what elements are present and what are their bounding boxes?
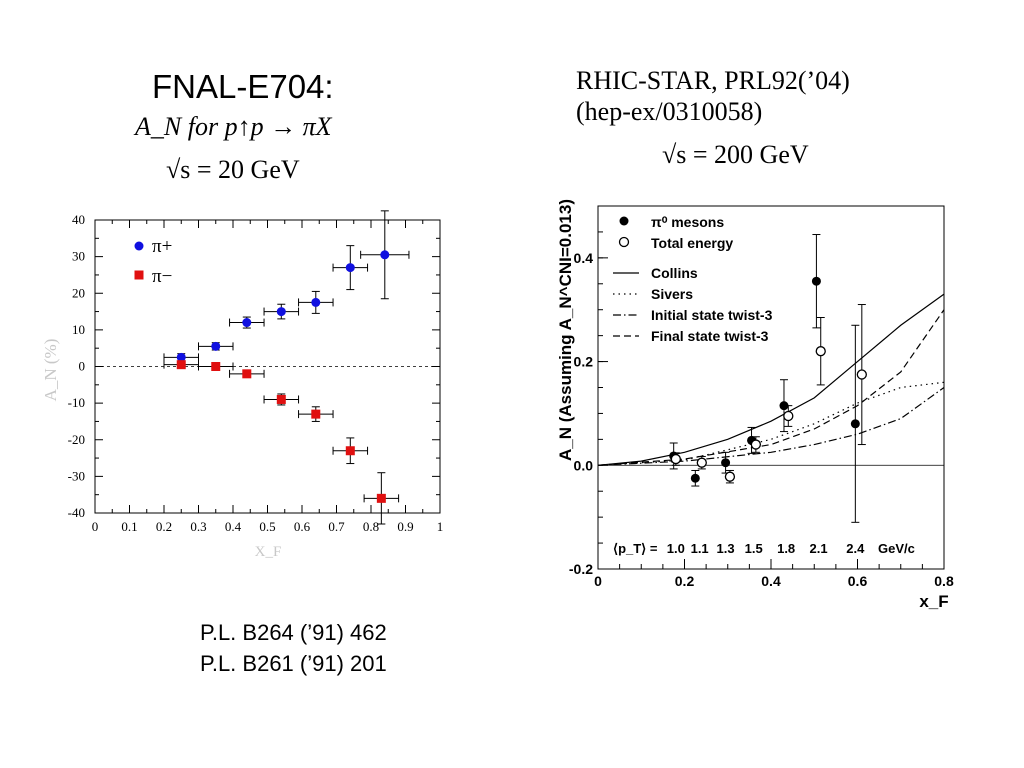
legend-pi0-marker — [619, 216, 629, 226]
pi0-point — [779, 401, 789, 411]
y-axis-label: A_N (%) — [41, 339, 60, 402]
pi-plus-point — [276, 307, 286, 317]
pt-value: 1.3 — [717, 541, 735, 556]
total-energy-point — [724, 471, 736, 482]
pi-minus-point — [311, 409, 321, 419]
legend-pi0-label: π⁰ mesons — [651, 214, 724, 230]
y-tick-label: 0.4 — [574, 250, 594, 266]
pi-plus-point — [176, 352, 186, 362]
pi-minus-point — [376, 493, 386, 503]
legend-curve-label: Collins — [651, 265, 698, 281]
x-tick-label: 0.1 — [121, 519, 137, 534]
pi-minus-point — [211, 362, 221, 371]
y-tick-label: 10 — [72, 322, 85, 337]
pi0-point — [690, 473, 700, 483]
legend-pi-minus-label: π− — [152, 266, 172, 287]
x-tick-label: 0.4 — [225, 519, 242, 534]
pt-value: 2.1 — [810, 541, 828, 556]
y-tick-label: -40 — [68, 505, 85, 520]
x-tick-label: 0.3 — [190, 519, 206, 534]
x-tick-label: 0 — [594, 573, 602, 589]
y-tick-label: 0.2 — [574, 354, 594, 370]
x-tick-label: 0.6 — [848, 573, 868, 589]
left-process: A_N for p↑p → πX — [135, 112, 332, 141]
total-energy-point — [783, 410, 794, 422]
x-tick-label: 1 — [437, 519, 444, 534]
pi-plus-point — [345, 263, 355, 273]
x-tick-label: 0.7 — [328, 519, 345, 534]
x-tick-label: 0 — [92, 519, 99, 534]
x-tick-label: 0.4 — [761, 573, 781, 589]
pt-value: 1.1 — [691, 541, 709, 556]
x-tick-label: 0.2 — [675, 573, 695, 589]
x-axis-label: x_F — [919, 592, 948, 611]
right-energy: √s = 200 GeV — [662, 140, 809, 169]
y-axis-label: A_N (Assuming A_N^CNI=0.013) — [556, 199, 575, 461]
reference-1: P.L. B264 (’91) 462 — [200, 620, 387, 645]
x-tick-label: 0.5 — [259, 519, 275, 534]
x-tick-label: 0.8 — [363, 519, 379, 534]
right-reference: RHIC-STAR, PRL92(’04) — [576, 66, 850, 95]
pt-label: ⟨p_T⟩ = — [613, 541, 658, 556]
x-tick-label: 0.6 — [294, 519, 311, 534]
theory-curve-solid — [597, 293, 945, 466]
theory-curve-dashed — [597, 309, 945, 466]
pi0-point — [811, 276, 821, 286]
pi-minus-point — [176, 360, 186, 370]
pi-plus-point — [242, 318, 252, 328]
pt-unit: GeV/c — [878, 541, 915, 556]
y-tick-label: -0.2 — [569, 561, 593, 577]
pi-plus-point — [380, 250, 390, 260]
y-tick-label: -30 — [68, 468, 85, 483]
total-energy-point — [856, 369, 867, 380]
pt-value: 1.8 — [777, 541, 795, 556]
pi-minus-point — [345, 446, 355, 456]
left-title: FNAL-E704: — [152, 68, 334, 105]
legend-total-energy-marker — [618, 236, 630, 248]
total-energy-point — [750, 439, 762, 450]
y-tick-label: -20 — [68, 432, 85, 447]
reference-2: P.L. B261 (’91) 201 — [200, 651, 387, 676]
x-tick-label: 0.8 — [934, 573, 954, 589]
pi0-point — [850, 419, 860, 429]
y-tick-label: -10 — [68, 395, 85, 410]
pi-plus-point — [211, 341, 221, 351]
x-tick-label: 0.9 — [397, 519, 413, 534]
legend-pi-minus-marker — [134, 270, 144, 280]
e704-chart: 0 0.1 0.2 0.3 0.4 0.5 0.6 0.7 0.8 0.9 1 -40 -30 -20 -1… — [41, 210, 444, 560]
star-chart: 0 0.2 0.4 0.6 0.8 -0.2 0.0 0.2 0.4 x_F A_N (Assumi… — [556, 199, 954, 611]
x-tick-label: 0.2 — [156, 519, 172, 534]
y-tick-label: 0 — [79, 359, 86, 374]
legend-curve-label: Sivers — [651, 286, 693, 302]
pi-minus-point — [242, 369, 252, 379]
total-energy-point — [696, 457, 707, 468]
y-tick-label: 20 — [72, 285, 85, 300]
plot-frame — [94, 219, 441, 514]
theory-curve-dashdot — [597, 387, 945, 466]
pi-minus-point — [276, 394, 286, 404]
y-tick-label: 0.0 — [574, 457, 594, 473]
total-energy-point — [815, 346, 826, 357]
x-axis-label: X_F — [255, 544, 282, 560]
left-energy: √s = 20 GeV — [166, 155, 300, 184]
pt-value: 1.5 — [745, 541, 763, 556]
y-tick-label: 30 — [72, 249, 85, 264]
pi-plus-point — [311, 297, 321, 307]
legend-pi-plus-label: π+ — [152, 236, 172, 257]
pi0-point — [721, 458, 731, 468]
legend-pi-plus-marker — [134, 241, 144, 251]
right-arxiv: (hep-ex/0310058) — [576, 97, 763, 126]
legend-total-energy-label: Total energy — [651, 235, 733, 251]
y-tick-label: 40 — [72, 212, 85, 227]
pt-value: 2.4 — [846, 541, 865, 556]
total-energy-point — [670, 453, 681, 465]
legend-curve-label: Final state twist-3 — [651, 328, 769, 344]
legend-curve-label: Initial state twist-3 — [651, 307, 773, 323]
pt-value: 1.0 — [667, 541, 685, 556]
plot-frame — [597, 205, 945, 570]
